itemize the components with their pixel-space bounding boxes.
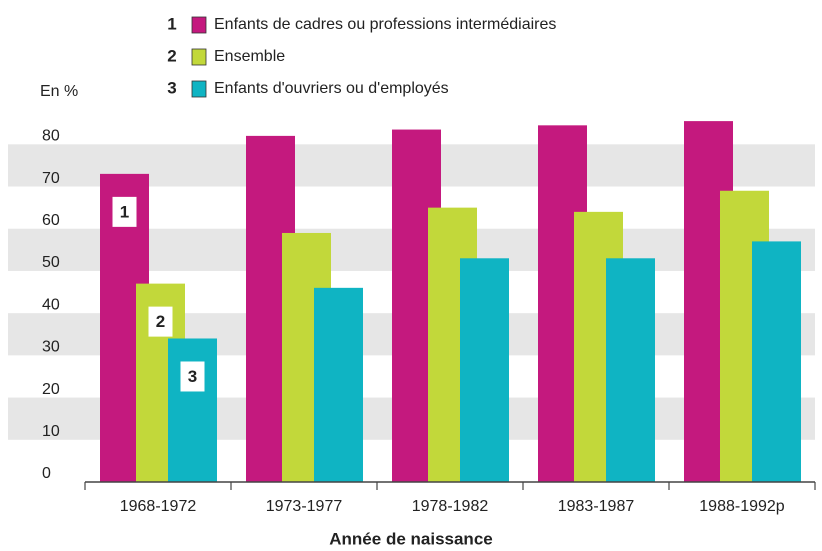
series-number: 3 <box>188 367 197 386</box>
x-tick-label: 1968-1972 <box>120 498 197 515</box>
series-number-box <box>112 196 137 227</box>
x-tick-label: 1978-1982 <box>412 498 489 515</box>
bar <box>168 338 217 482</box>
legend-swatch <box>191 48 207 66</box>
y-tick-label: 40 <box>42 296 60 313</box>
legend-number: 1 <box>167 14 176 33</box>
y-tick-label: 30 <box>42 339 60 356</box>
legend-label: Ensemble <box>214 48 285 65</box>
y-tick-label: 80 <box>42 128 60 145</box>
bar <box>752 241 801 482</box>
legend-label: Enfants d'ouvriers ou d'employés <box>214 80 449 97</box>
x-tick-label: 1983-1987 <box>558 498 635 515</box>
series-number-box <box>148 306 173 337</box>
bar <box>460 258 509 482</box>
x-axis-title: Année de naissance <box>329 529 492 548</box>
y-tick-label: 10 <box>42 423 60 440</box>
legend-swatch <box>191 80 207 98</box>
legend-number: 2 <box>167 46 176 65</box>
y-tick-label: 70 <box>42 170 60 187</box>
y-tick-label: 60 <box>42 212 60 229</box>
bar <box>314 287 363 482</box>
y-tick-label: 20 <box>42 381 60 398</box>
series-number: 2 <box>156 312 165 331</box>
bar <box>606 258 655 482</box>
series-number-box <box>180 361 205 392</box>
x-tick-label: 1973-1977 <box>266 498 343 515</box>
legend-swatch <box>191 16 207 34</box>
legend-number: 3 <box>167 78 176 97</box>
series-number: 1 <box>120 202 129 221</box>
y-tick-label: 0 <box>42 465 51 482</box>
y-tick-label: 50 <box>42 254 60 271</box>
x-tick-label: 1988-1992p <box>699 498 785 515</box>
legend-label: Enfants de cadres ou professions intermé… <box>214 16 556 33</box>
y-axis-title: En % <box>40 83 78 100</box>
